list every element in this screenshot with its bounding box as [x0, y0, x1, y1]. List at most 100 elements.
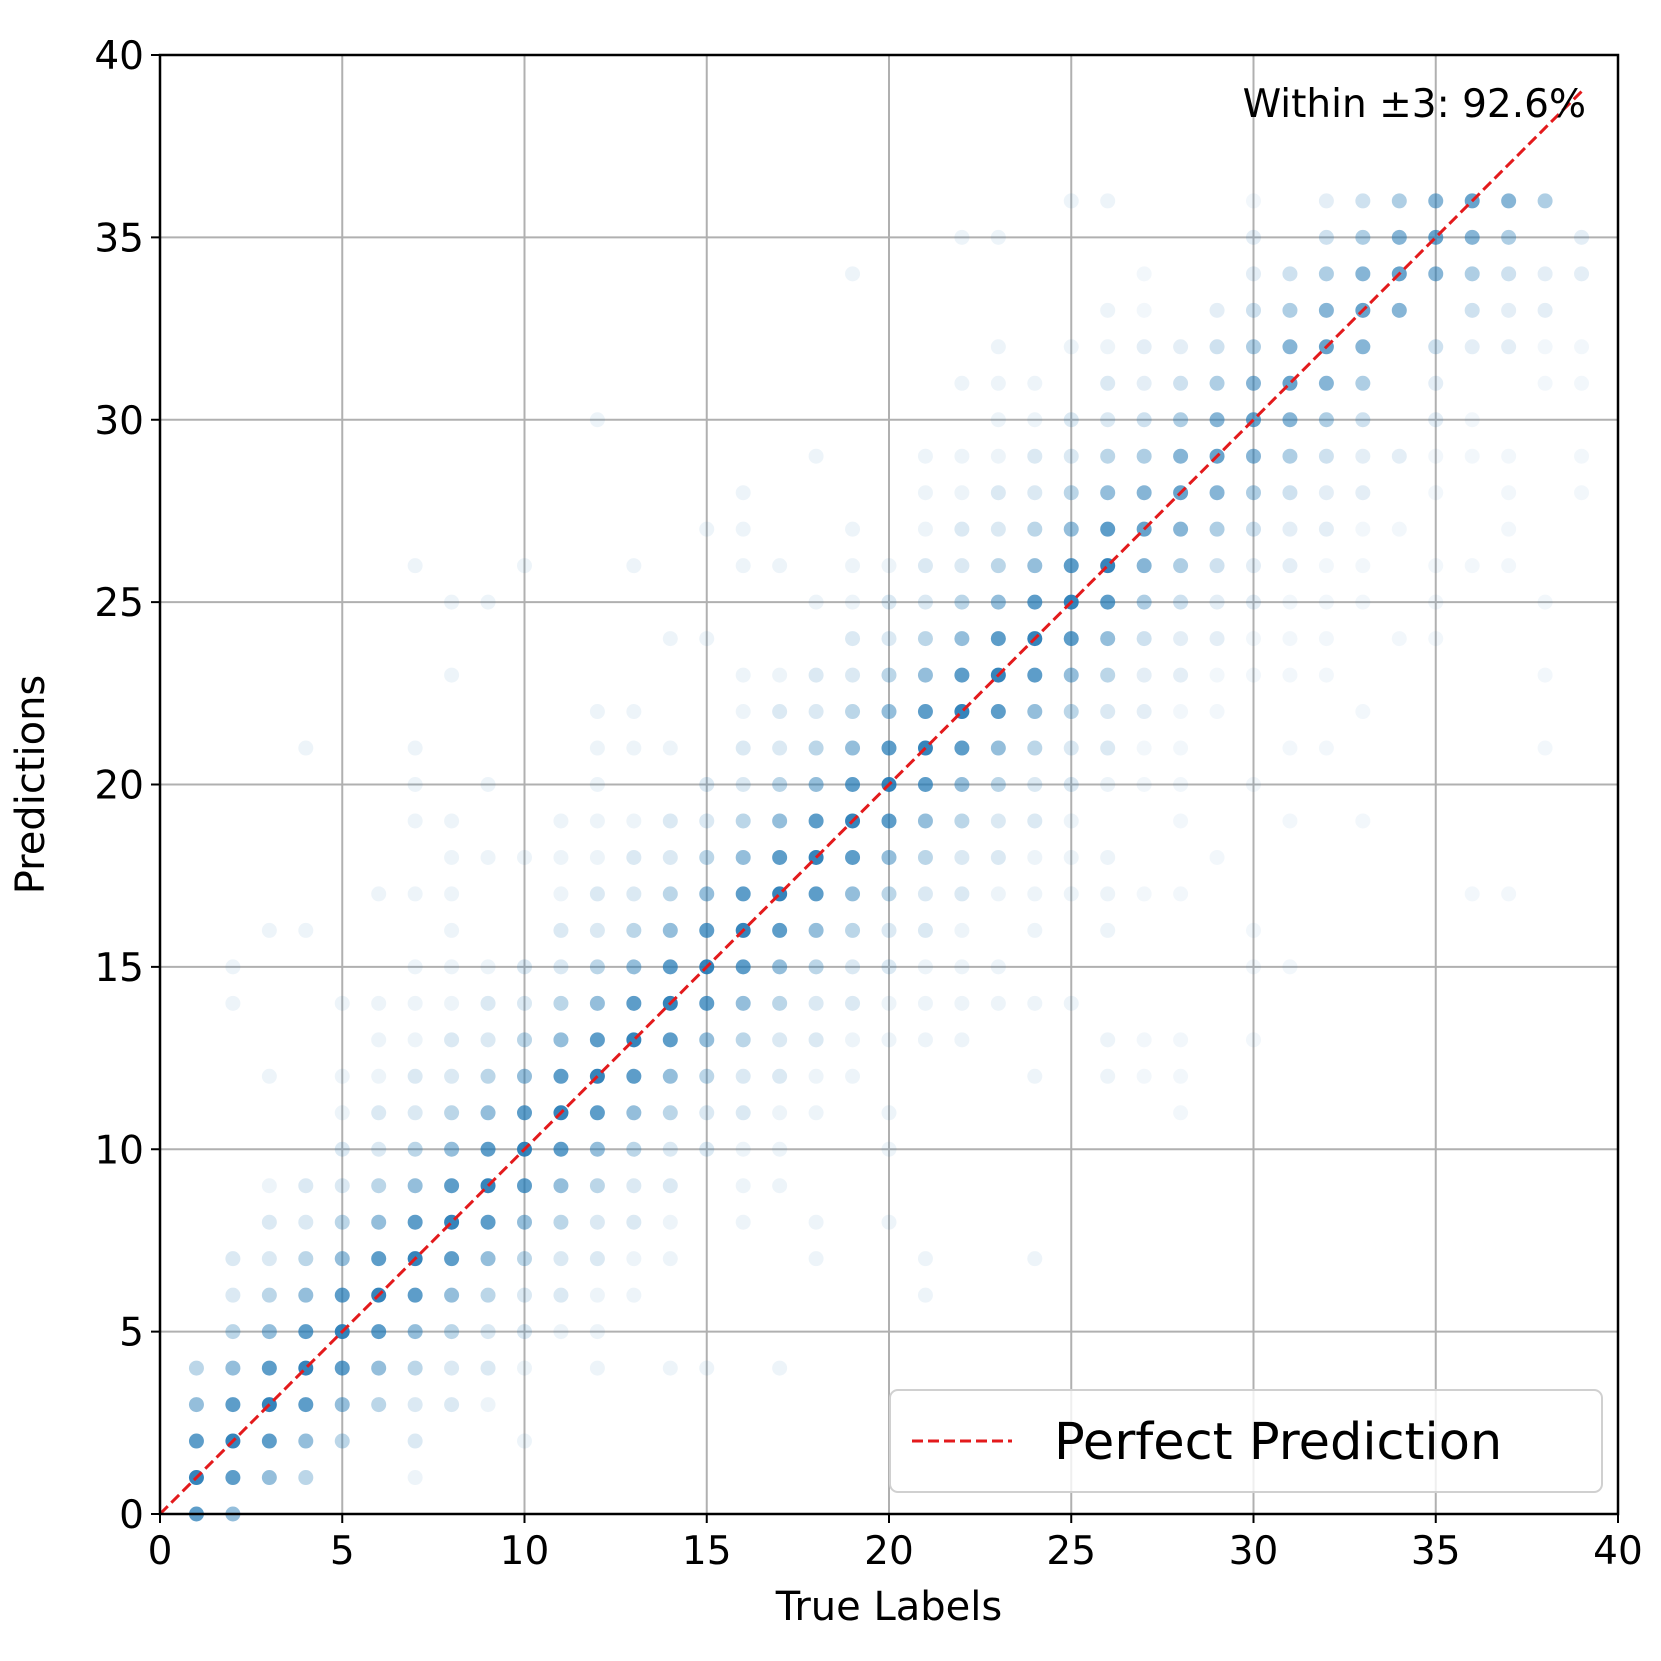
data-point: [1136, 339, 1152, 355]
data-point: [553, 1324, 569, 1340]
y-tick-label: 40: [94, 34, 144, 79]
data-point: [1173, 558, 1189, 574]
data-point: [553, 1141, 569, 1157]
data-point: [1136, 1068, 1152, 1084]
data-point: [589, 995, 605, 1011]
data-point: [1063, 704, 1079, 720]
data-point: [772, 995, 788, 1011]
data-point: [772, 1105, 788, 1121]
data-point: [1501, 558, 1517, 574]
data-point: [1027, 521, 1043, 537]
data-point: [808, 594, 824, 610]
data-point: [917, 849, 933, 865]
data-point: [1464, 886, 1480, 902]
data-point: [808, 1032, 824, 1048]
data-point: [845, 1068, 861, 1084]
data-point: [444, 1360, 460, 1376]
data-point: [626, 922, 642, 938]
data-point: [917, 485, 933, 501]
data-point: [1391, 521, 1407, 537]
data-point: [1173, 704, 1189, 720]
data-point: [735, 886, 751, 902]
data-point: [772, 1360, 788, 1376]
data-point: [1063, 448, 1079, 464]
data-point: [1173, 740, 1189, 756]
data-point: [1136, 886, 1152, 902]
data-point: [553, 1178, 569, 1194]
data-point: [480, 1214, 496, 1230]
data-point: [1282, 302, 1298, 318]
data-point: [1027, 813, 1043, 829]
data-point: [1100, 302, 1116, 318]
data-point: [917, 704, 933, 720]
data-point: [407, 558, 423, 574]
data-point: [589, 959, 605, 975]
data-point: [917, 922, 933, 938]
data-point: [553, 813, 569, 829]
data-point: [1100, 704, 1116, 720]
data-point: [1318, 448, 1334, 464]
data-point: [1246, 558, 1261, 574]
data-point: [772, 959, 788, 975]
data-point: [772, 558, 788, 574]
data-point: [735, 1178, 751, 1194]
data-point: [1428, 375, 1444, 391]
data-point: [954, 813, 970, 829]
data-point: [808, 886, 824, 902]
data-point: [188, 1397, 204, 1413]
data-point: [1464, 339, 1480, 355]
data-point: [444, 1324, 460, 1340]
data-point: [1136, 302, 1152, 318]
data-point: [1209, 302, 1225, 318]
data-point: [1100, 375, 1116, 391]
data-point: [845, 959, 861, 975]
y-tick-label: 15: [94, 946, 144, 991]
data-point: [881, 704, 897, 720]
data-point: [699, 849, 715, 865]
data-point: [917, 667, 933, 683]
data-point: [480, 1360, 496, 1376]
data-point: [334, 1141, 350, 1157]
data-point: [589, 813, 605, 829]
data-point: [1136, 594, 1152, 610]
data-point: [1428, 558, 1444, 574]
data-point: [845, 849, 861, 865]
data-point: [1173, 1068, 1189, 1084]
data-point: [772, 740, 788, 756]
data-point: [954, 594, 970, 610]
data-point: [334, 1068, 350, 1084]
data-point: [1063, 521, 1079, 537]
data-point: [990, 704, 1006, 720]
scatter-points: [188, 193, 1590, 1522]
data-point: [298, 922, 314, 938]
data-point: [1246, 1032, 1261, 1048]
data-point: [845, 594, 861, 610]
data-point: [845, 704, 861, 720]
data-point: [1537, 740, 1553, 756]
data-point: [407, 1433, 423, 1449]
data-point: [1318, 412, 1334, 428]
data-point: [261, 1251, 277, 1267]
data-point: [1173, 813, 1189, 829]
data-point: [1501, 229, 1517, 245]
data-point: [662, 886, 678, 902]
data-point: [1246, 485, 1261, 501]
data-point: [917, 813, 933, 829]
data-point: [845, 886, 861, 902]
data-point: [480, 1141, 496, 1157]
data-point: [845, 667, 861, 683]
x-tick-label: 35: [1411, 1529, 1461, 1574]
data-point: [990, 339, 1006, 355]
data-point: [1355, 485, 1371, 501]
data-point: [1355, 448, 1371, 464]
data-point: [735, 1141, 751, 1157]
data-point: [553, 1032, 569, 1048]
data-point: [1246, 448, 1261, 464]
data-point: [626, 704, 642, 720]
y-tick-label: 20: [94, 764, 144, 809]
data-point: [298, 1178, 314, 1194]
x-tick-label: 10: [500, 1529, 550, 1574]
data-point: [407, 1470, 423, 1486]
data-point: [662, 1360, 678, 1376]
data-point: [699, 1105, 715, 1121]
